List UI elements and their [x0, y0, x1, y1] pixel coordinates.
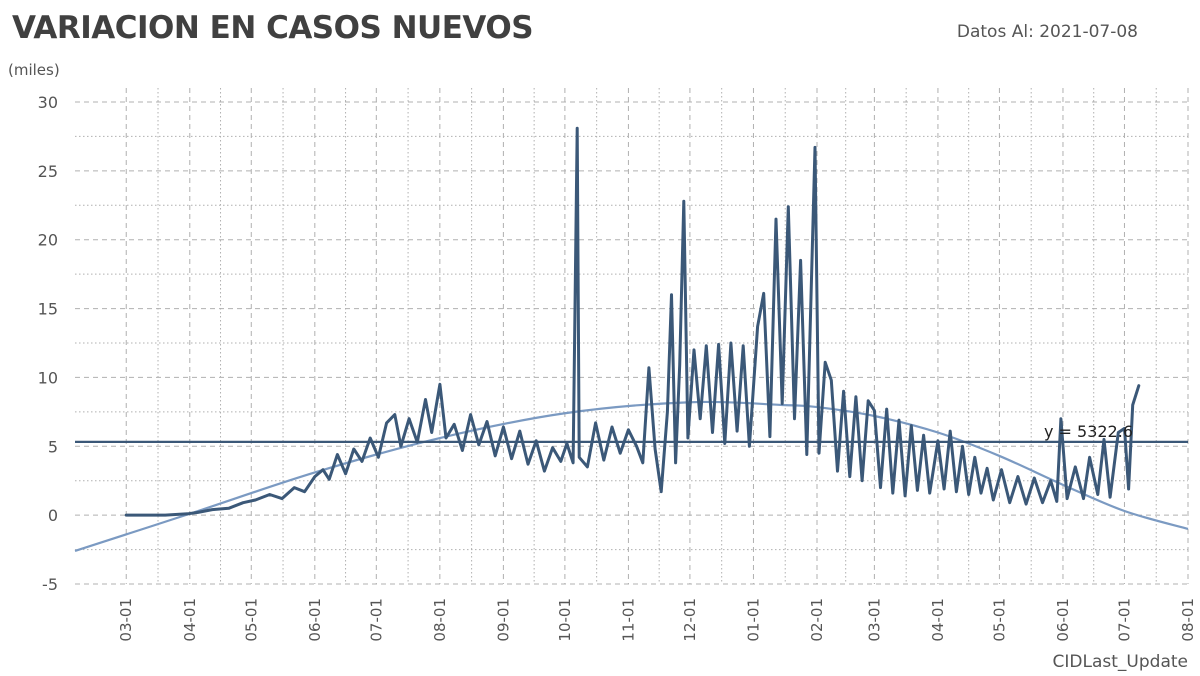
y-tick-label: 25	[38, 162, 58, 181]
y-axis-ticks: 30 25 20 15 10 5 0 -5	[38, 93, 58, 594]
y-tick-label: 30	[38, 93, 58, 112]
x-tick-label: 06-01	[1054, 598, 1072, 642]
y-tick-label: 0	[48, 506, 58, 525]
x-tick-label: 11-01	[619, 598, 637, 642]
x-tick-label: 05-01	[990, 598, 1008, 642]
chart-title: VARIACION EN CASOS NUEVOS	[12, 10, 534, 46]
series-line	[124, 126, 1141, 517]
y-axis-unit-label: (miles)	[8, 61, 60, 79]
x-tick-label: 09-01	[494, 598, 512, 642]
x-axis-title: CIDLast_Update	[1052, 652, 1188, 672]
reference-line-label: y = 5322.6	[1044, 422, 1133, 441]
x-tick-label: 08-01	[1179, 598, 1197, 642]
x-tick-label: 06-01	[306, 598, 324, 642]
y-tick-label: 20	[38, 231, 58, 250]
x-tick-label: 02-01	[808, 598, 826, 642]
y-tick-label: -5	[42, 575, 58, 594]
x-tick-label: 05-01	[242, 598, 260, 642]
x-axis-ticks: 03-01 04-01 05-01 06-01 07-01 08-01 09-01 10-01…	[117, 598, 1197, 642]
y-tick-label: 5	[48, 437, 58, 456]
x-tick-label: 10-01	[556, 598, 574, 642]
x-tick-label: 04-01	[181, 598, 199, 642]
y-tick-label: 15	[38, 300, 58, 319]
x-tick-label: 01-01	[744, 598, 762, 642]
data-as-of-label: Datos Al: 2021-07-08	[956, 22, 1138, 42]
grid-lines	[75, 88, 1189, 585]
x-tick-label: 07-01	[367, 598, 385, 642]
x-tick-label: 08-01	[431, 598, 449, 642]
x-tick-label: 03-01	[865, 598, 883, 642]
trend-line	[74, 400, 1189, 552]
x-tick-label: 07-01	[1115, 598, 1133, 642]
y-tick-label: 10	[38, 368, 58, 387]
x-tick-label: 04-01	[929, 598, 947, 642]
x-tick-label: 03-01	[117, 598, 135, 642]
x-tick-label: 12-01	[681, 598, 699, 642]
